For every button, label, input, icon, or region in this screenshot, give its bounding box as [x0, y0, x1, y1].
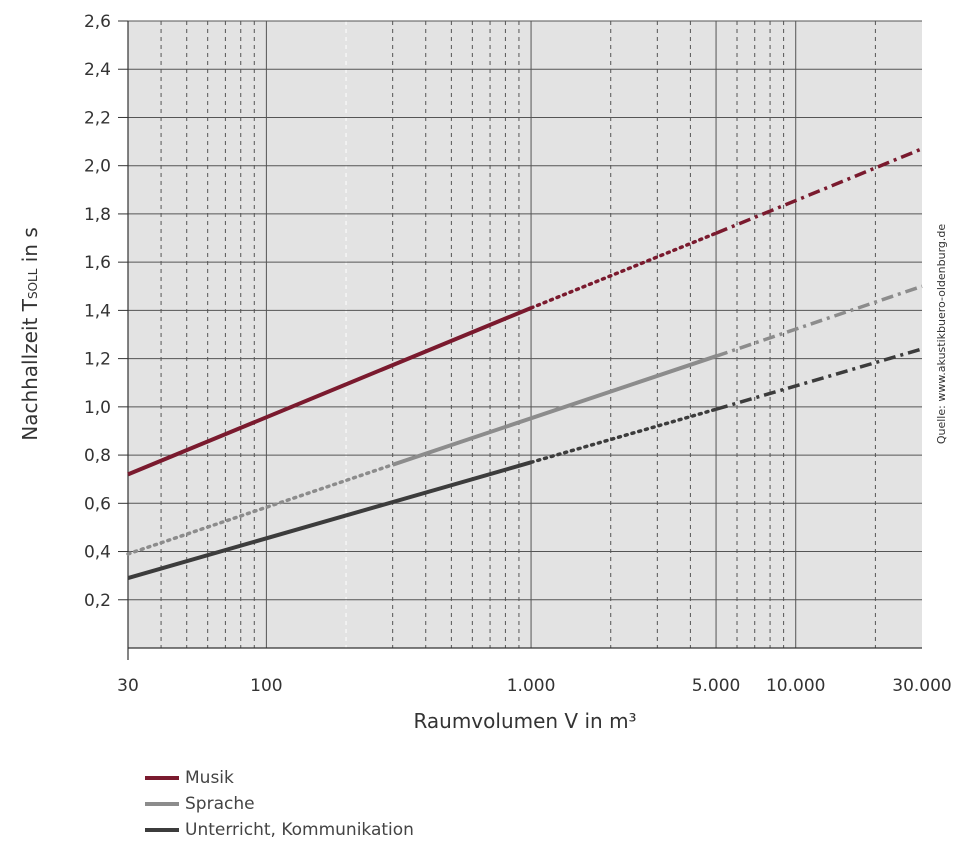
- legend-item-musik: Musik: [145, 766, 414, 790]
- x-tick-label: 5.000: [692, 676, 741, 696]
- x-tick-label: 100: [250, 676, 282, 696]
- grid: [128, 20, 922, 648]
- y-tick-label: 2,2: [84, 108, 111, 128]
- series-2-segment-dotted: [529, 407, 718, 465]
- x-tick-label: 30.000: [892, 676, 951, 696]
- y-tick-label: 1,6: [84, 253, 111, 273]
- series-1-segment-dotted: [126, 462, 395, 556]
- legend-label-musik: Musik: [185, 768, 234, 788]
- tick-labels: 0,2 0,4 0,6 0,8 1,0 1,2 1,4 1,6 1,8 2,0 2,2 2,4 2,6 3…: [84, 12, 952, 696]
- y-tick-label: 1,4: [84, 301, 111, 321]
- y-tick-label: 2,6: [84, 12, 111, 32]
- y-tick-label: 0,8: [84, 446, 111, 466]
- legend-swatch-unterricht: [145, 828, 179, 832]
- y-axis-title: Nachhallzeit TSOLL in s: [18, 227, 42, 441]
- x-tick-label: 1.000: [507, 676, 556, 696]
- series-1-segment-dashdot: [715, 284, 923, 358]
- legend-swatch-sprache: [145, 802, 179, 806]
- series-2-segment-dashdot: [715, 347, 923, 411]
- legend-item-unterricht: Unterricht, Kommunikation: [145, 818, 414, 842]
- y-tick-label: 0,4: [84, 543, 111, 563]
- source-credit: Quelle: www.akustikbuero-oldenburg.de: [935, 224, 948, 445]
- y-tick-label: 0,2: [84, 591, 111, 611]
- y-tick-label: 2,4: [84, 60, 111, 80]
- legend-swatch-musik: [145, 776, 179, 780]
- y-axis-title-subscript: SOLL: [26, 268, 40, 299]
- y-tick-label: 2,0: [84, 157, 111, 177]
- series-2-segment-solid: [127, 460, 532, 580]
- y-tick-label: 0,6: [84, 494, 111, 514]
- legend-item-sprache: Sprache: [145, 792, 414, 816]
- y-tick-label: 1,0: [84, 398, 111, 418]
- series-0-segment-dashdot: [715, 147, 923, 235]
- plot-background: [128, 21, 922, 648]
- series-lines: [126, 147, 923, 580]
- legend-label-unterricht: Unterricht, Kommunikation: [185, 820, 414, 840]
- x-tick-label: 10.000: [766, 676, 825, 696]
- x-tick-label: 30: [117, 676, 139, 696]
- series-1-segment-solid: [392, 354, 717, 467]
- y-tick-label: 1,8: [84, 205, 111, 225]
- x-axis-title: Raumvolumen V in m³: [413, 709, 636, 733]
- legend-label-sprache: Sprache: [185, 794, 255, 814]
- y-tick-label: 1,2: [84, 350, 111, 370]
- series-0-segment-solid: [127, 306, 532, 477]
- series-0-segment-dotted: [529, 231, 718, 310]
- legend: Musik Sprache Unterricht, Kommunikation: [145, 766, 414, 844]
